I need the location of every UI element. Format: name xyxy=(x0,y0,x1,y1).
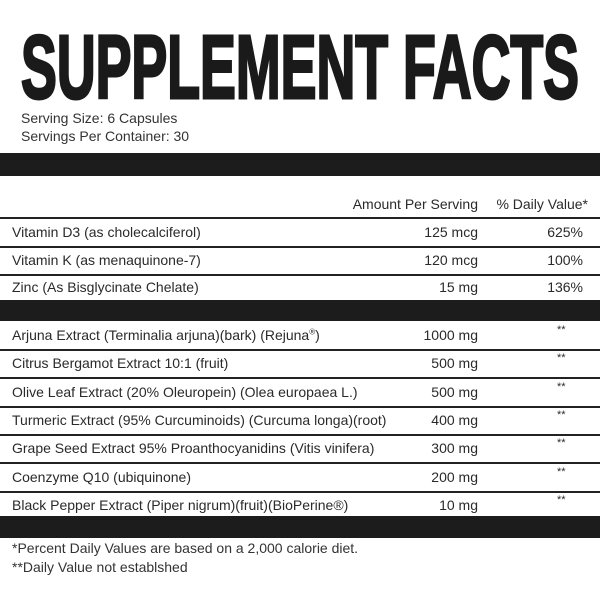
serving-size: Serving Size: 6 Capsules xyxy=(21,110,178,126)
amount-per-serving: 400 mg xyxy=(431,411,478,428)
ingredient-name-text: Arjuna Extract (Terminalia arjuna)(bark)… xyxy=(12,327,310,343)
ingredient-name: Zinc (As Bisglycinate Chelate) xyxy=(12,279,199,295)
ingredient-name-text: Coenzyme Q10 (ubiquinone) xyxy=(12,468,191,485)
amount-per-serving: 10 mg xyxy=(439,496,478,513)
dv-header: % Daily Value* xyxy=(496,196,588,212)
footnote-not-established: **Daily Value not establshed xyxy=(12,559,188,575)
daily-value: ** xyxy=(557,437,566,450)
table-row: Turmeric Extract (95% Curcuminoids) (Cur… xyxy=(0,407,600,435)
ingredient-name: Vitamin D3 (as cholecalciferol) xyxy=(12,224,201,240)
amount-per-serving: 500 mg xyxy=(431,355,478,372)
ingredient-name-text: Olive Leaf Extract (20% Oleuropein) (Ole… xyxy=(12,383,358,400)
divider-bar xyxy=(0,300,600,321)
rule xyxy=(0,273,600,276)
ingredient-name: Vitamin K (as menaquinone-7) xyxy=(12,252,201,268)
ingredient-name-text: Vitamin K (as menaquinone-7) xyxy=(12,251,201,268)
table-row: Vitamin D3 (as cholecalciferol) 125 mcg 62… xyxy=(0,219,600,247)
ingredient-name-text: Black Pepper Extract (Piper nigrum)(frui… xyxy=(12,496,349,513)
daily-value: 100% xyxy=(547,251,583,268)
daily-value: 136% xyxy=(547,279,583,295)
ingredient-name-text: Vitamin D3 (as cholecalciferol) xyxy=(12,224,201,240)
amount-header: Amount Per Serving xyxy=(352,196,478,212)
page-title: SUPPLEMENT FACTS xyxy=(20,17,581,111)
divider-bar xyxy=(0,516,600,538)
divider-bar xyxy=(0,153,600,176)
rule xyxy=(0,462,600,465)
rule xyxy=(0,246,600,248)
ingredient-name-text: Grape Seed Extract 95% Proanthocyanidins… xyxy=(12,440,375,457)
amount-per-serving: 500 mg xyxy=(431,383,478,400)
table-row: Olive Leaf Extract (20% Oleuropein) (Ole… xyxy=(0,379,600,407)
daily-value: ** xyxy=(557,465,566,478)
table-row: Citrus Bergamot Extract 10:1 (fruit) 500 … xyxy=(0,350,600,378)
daily-value: ** xyxy=(557,352,566,365)
table-row: Zinc (As Bisglycinate Chelate) 15 mg 136% xyxy=(0,274,600,302)
footnote-dv: *Percent Daily Values are based on a 2,0… xyxy=(12,540,359,556)
daily-value: ** xyxy=(557,408,566,421)
table-row: Grape Seed Extract 95% Proanthocyanidins… xyxy=(0,435,600,463)
rule xyxy=(0,377,600,380)
ingredient-name-text: Turmeric Extract (95% Curcuminoids) (Cur… xyxy=(12,411,387,428)
ingredient-name-text: Zinc (As Bisglycinate Chelate) xyxy=(12,279,199,295)
rule xyxy=(0,490,600,493)
ingredient-name: Turmeric Extract (95% Curcuminoids) (Cur… xyxy=(12,412,386,428)
rule xyxy=(0,217,600,219)
daily-value: ** xyxy=(557,380,566,393)
ingredient-name: Black Pepper Extract (Piper nigrum)(frui… xyxy=(12,497,348,513)
daily-value: ** xyxy=(557,493,566,506)
daily-value: 625% xyxy=(547,224,583,240)
amount-per-serving: 300 mg xyxy=(431,440,478,457)
table-row: Black Pepper Extract (Piper nigrum)(frui… xyxy=(0,492,600,520)
ingredient-name-suffix: ) xyxy=(315,327,320,343)
ingredient-name: Grape Seed Extract 95% Proanthocyanidins… xyxy=(12,440,374,456)
ingredient-name: Citrus Bergamot Extract 10:1 (fruit) xyxy=(12,355,228,371)
column-header: Amount Per Serving % Daily Value* xyxy=(0,191,600,219)
ingredient-name: Coenzyme Q10 (ubiquinone) xyxy=(12,469,191,485)
amount-per-serving: 120 mcg xyxy=(424,251,478,268)
table-row: Vitamin K (as menaquinone-7) 120 mcg 100% xyxy=(0,247,600,275)
table-row: Coenzyme Q10 (ubiquinone) 200 mg ** xyxy=(0,464,600,492)
rule xyxy=(0,433,600,436)
ingredient-name-text: Citrus Bergamot Extract 10:1 (fruit) xyxy=(12,355,229,372)
amount-per-serving: 125 mcg xyxy=(424,224,478,240)
registered-mark: ® xyxy=(309,327,316,337)
ingredient-name: Olive Leaf Extract (20% Oleuropein) (Ole… xyxy=(12,384,358,400)
daily-value: ** xyxy=(557,324,566,336)
amount-per-serving: 1000 mg xyxy=(423,327,478,343)
rule xyxy=(0,349,600,351)
ingredient-name: Arjuna Extract (Terminalia arjuna)(bark)… xyxy=(12,327,320,343)
amount-per-serving: 15 mg xyxy=(439,279,478,295)
rule xyxy=(0,405,600,408)
amount-per-serving: 200 mg xyxy=(431,468,478,485)
table-row: Arjuna Extract (Terminalia arjuna)(bark)… xyxy=(0,322,600,350)
servings-per-container: Servings Per Container: 30 xyxy=(21,128,190,144)
title-text: SUPPLEMENT FACTS xyxy=(21,18,579,110)
